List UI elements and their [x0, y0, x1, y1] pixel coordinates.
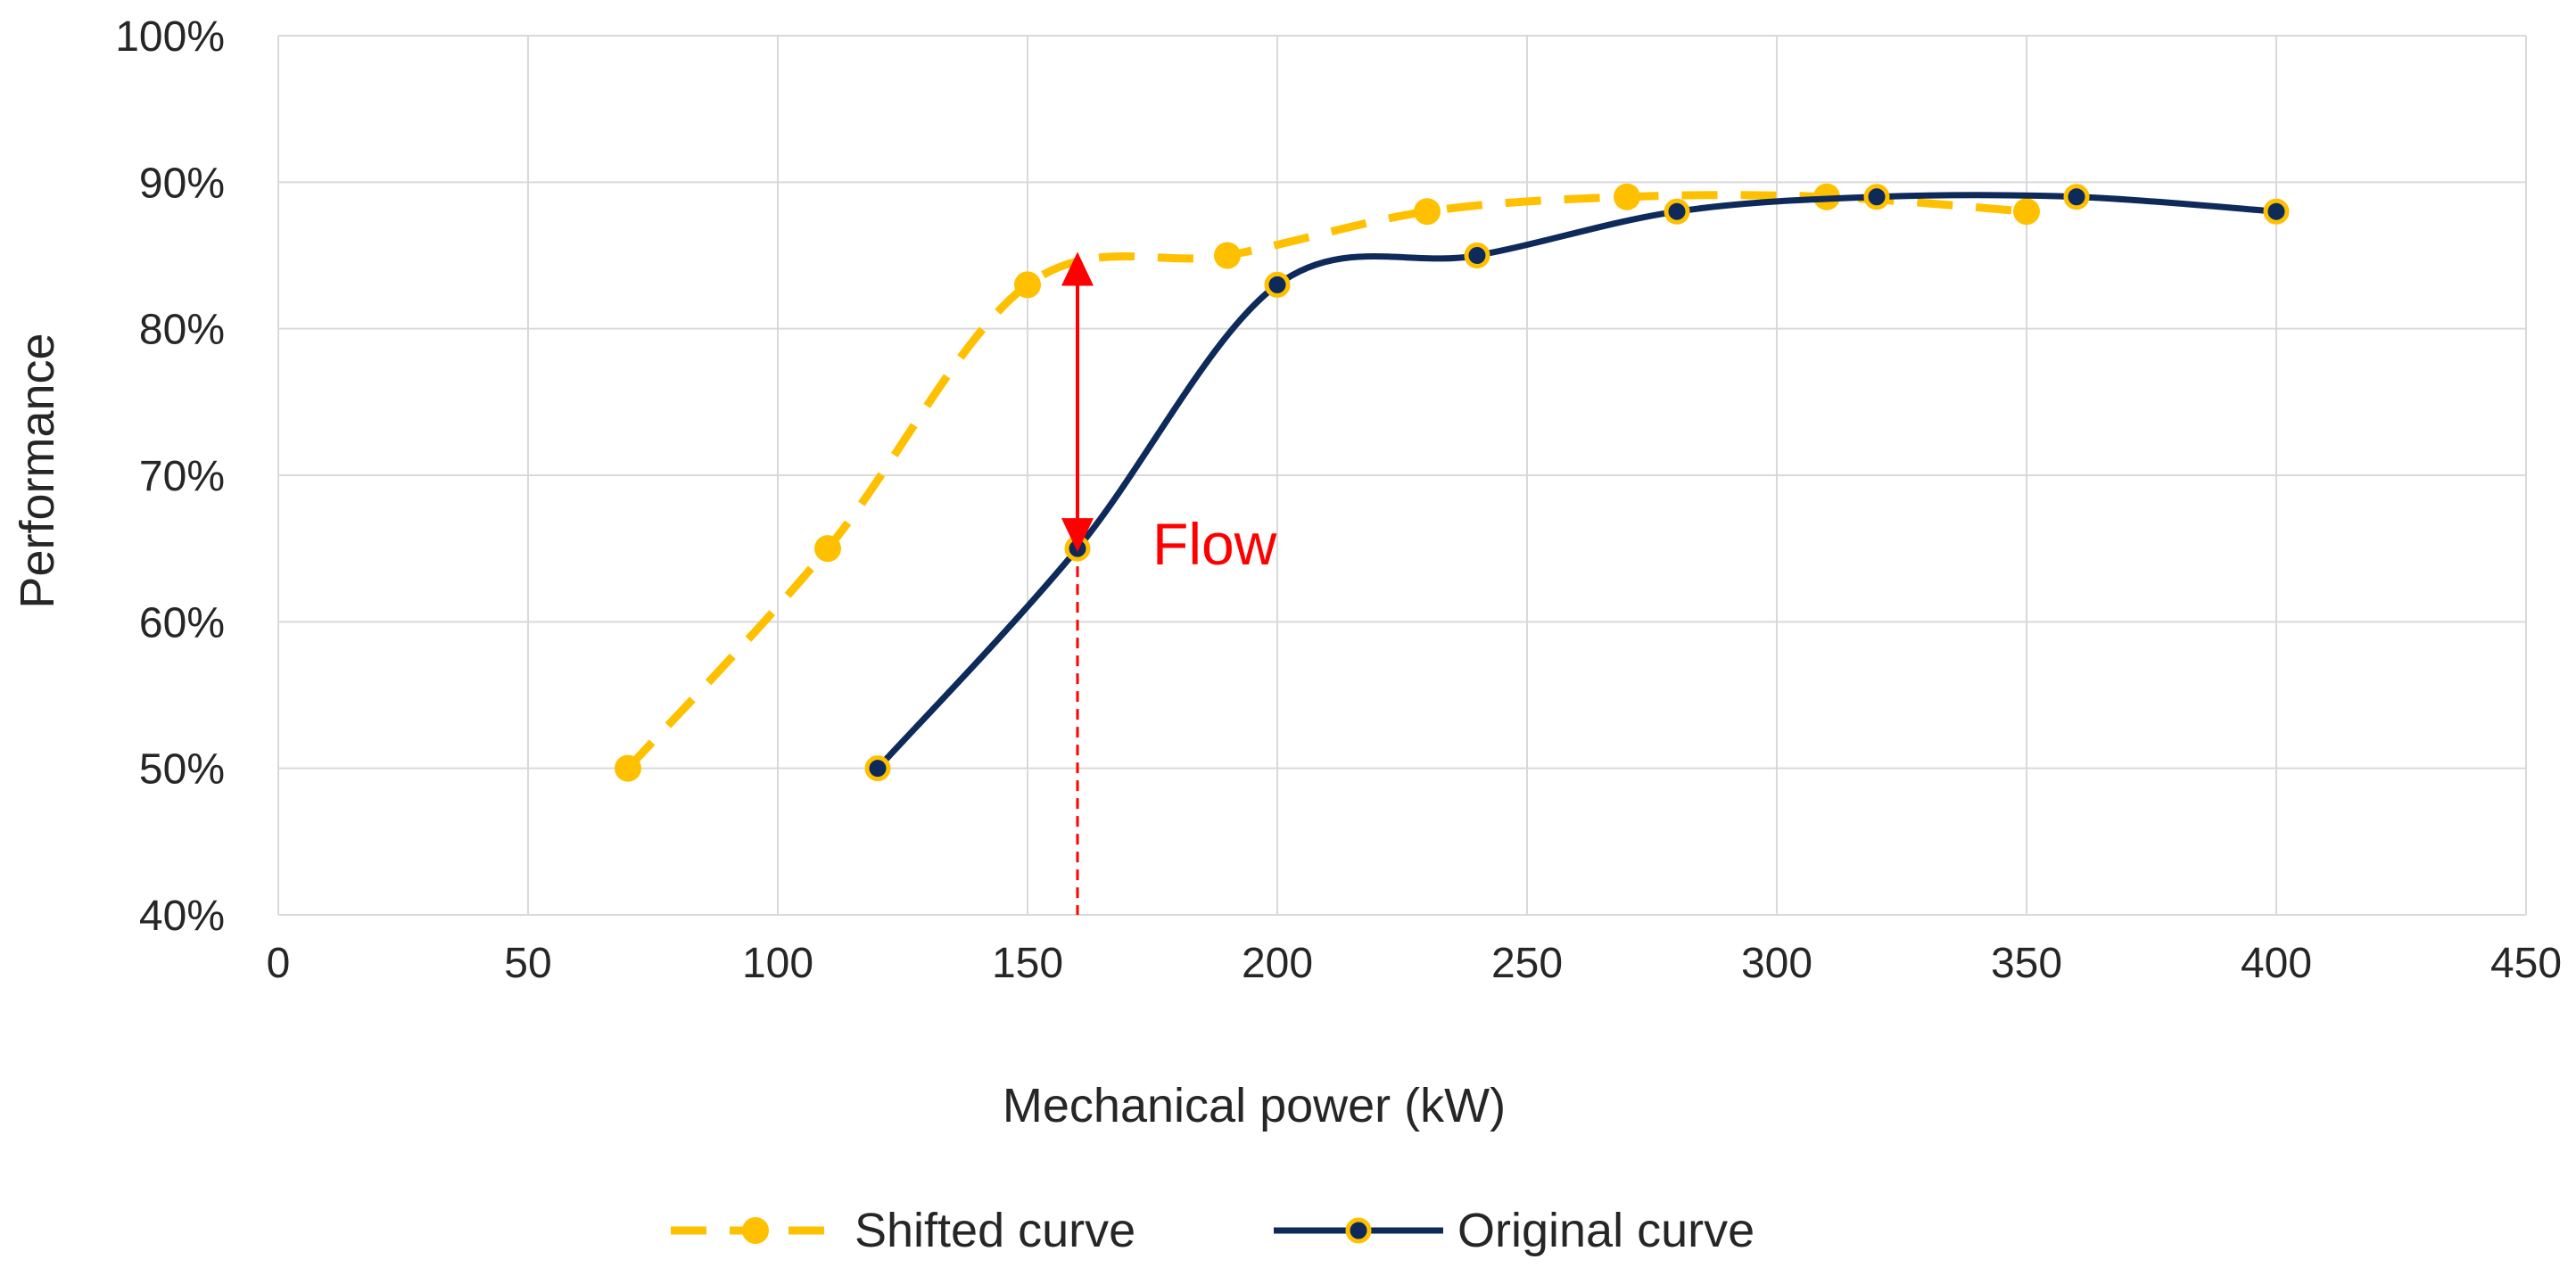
x-tick-label: 150: [992, 940, 1063, 987]
legend: Shifted curve Original curve: [671, 1204, 1754, 1257]
y-tick-label: 60%: [139, 599, 225, 646]
y-tick-label: 50%: [139, 746, 225, 794]
y-tick-label: 80%: [139, 307, 225, 354]
y-axis-title: Performance: [11, 333, 64, 608]
data-point: [1264, 271, 1291, 298]
x-tick-label: 200: [1242, 940, 1313, 987]
x-tick-label: 250: [1491, 940, 1563, 987]
data-point: [1014, 271, 1041, 299]
data-point: [615, 754, 641, 782]
series-group: [615, 183, 2290, 782]
data-point: [1214, 242, 1241, 269]
legend-label: Original curve: [1457, 1204, 1754, 1257]
data-point: [1414, 198, 1441, 226]
x-tick-label: 400: [2241, 940, 2312, 987]
data-point: [2263, 198, 2290, 225]
y-axis-tick-labels: 40% 50% 60% 70% 80% 90% 100%: [115, 13, 225, 940]
data-point: [864, 755, 891, 782]
data-point: [1464, 243, 1490, 268]
data-point: [2013, 198, 2040, 226]
annotation-arrowhead-up: [1061, 251, 1094, 286]
y-tick-label: 70%: [139, 453, 225, 500]
x-tick-label: 450: [2490, 940, 2562, 987]
legend-item-original-curve: Original curve: [1274, 1204, 1754, 1257]
x-tick-label: 300: [1741, 940, 1812, 987]
legend-swatch-marker: [1345, 1217, 1372, 1244]
data-point: [2063, 184, 2090, 210]
x-tick-label: 100: [742, 940, 813, 987]
legend-item-shifted-curve: Shifted curve: [671, 1204, 1135, 1257]
annotation-label: Flow: [1152, 511, 1277, 577]
series-shifted-curve: [615, 183, 2040, 782]
legend-label: Shifted curve: [855, 1204, 1135, 1257]
annotation-group: Flow: [1061, 251, 1277, 577]
y-tick-label: 100%: [115, 13, 225, 61]
legend-swatch-marker: [742, 1217, 769, 1244]
y-tick-label: 90%: [139, 160, 225, 207]
data-point: [1664, 198, 1690, 225]
x-tick-label: 50: [504, 940, 551, 987]
grid: [277, 35, 2527, 916]
data-point: [1614, 183, 1640, 210]
series-line: [624, 191, 2027, 771]
x-axis-title: Mechanical power (kW): [1003, 1079, 1506, 1132]
x-axis-tick-labels: 0 50 100 150 200 250 300 350 400 450: [267, 940, 2562, 987]
data-point: [1863, 184, 1890, 210]
x-tick-label: 350: [1991, 940, 2062, 987]
x-tick-label: 0: [267, 940, 291, 987]
y-tick-label: 40%: [139, 893, 225, 940]
annotation-arrowhead-down: [1061, 518, 1094, 553]
data-point: [814, 535, 841, 563]
